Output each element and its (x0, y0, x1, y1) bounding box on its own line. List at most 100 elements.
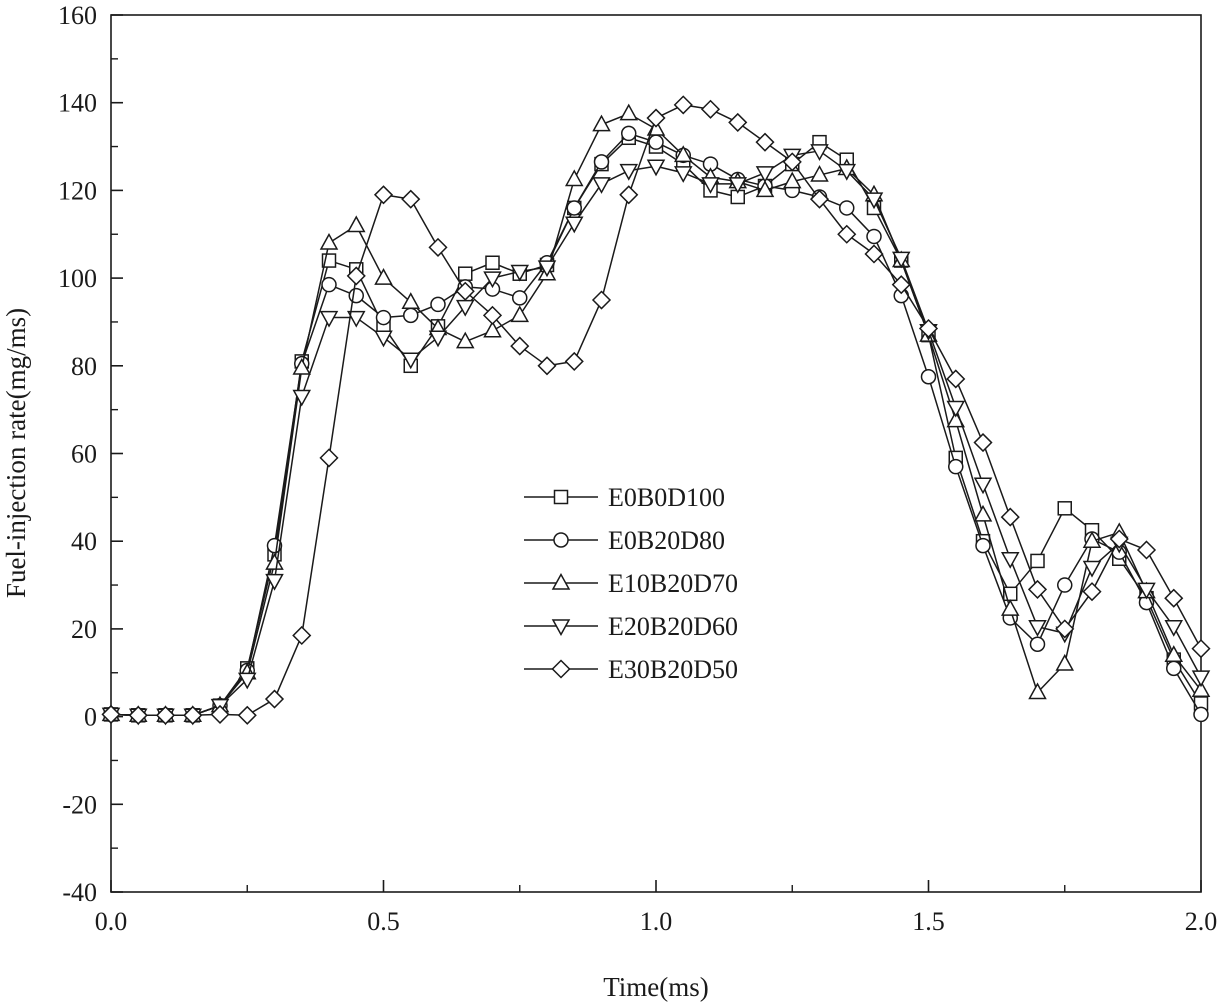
legend-item: E10B20D70 (524, 569, 738, 598)
legend-marker (553, 532, 569, 548)
data-point (728, 112, 748, 132)
data-point (1082, 582, 1102, 602)
data-point (621, 125, 637, 142)
axis-ticks: 0.0 0.5 1.0 1.5 2.0 -40 -20 0 20 40 60 80 100 120 140 1… (58, 1, 1217, 936)
data-point (537, 260, 557, 278)
series-layer (101, 95, 1211, 726)
data-point (619, 163, 639, 181)
data-point (973, 504, 993, 522)
data-point (319, 310, 339, 328)
data-point (1164, 619, 1184, 637)
data-point (891, 275, 911, 295)
data-point (592, 177, 611, 194)
data-point (918, 318, 939, 339)
data-point (891, 251, 911, 269)
data-point (319, 232, 339, 250)
legend-marker (551, 572, 571, 590)
data-point (864, 244, 884, 264)
data-point (646, 159, 666, 177)
data-point (401, 189, 421, 209)
data-point (1000, 507, 1020, 527)
data-point (183, 705, 203, 725)
data-point (510, 305, 530, 323)
data-point (210, 704, 230, 724)
data-point (237, 672, 257, 690)
legend-item: E30B20D50 (524, 655, 738, 684)
data-point (510, 264, 530, 282)
data-point (866, 228, 882, 245)
x-tick-label: 0.0 (95, 907, 128, 936)
data-point (455, 331, 475, 349)
y-axis-title: Fuel-injection rate(mg/ms) (1, 308, 31, 598)
data-point (619, 103, 639, 121)
legend-item: E20B20D60 (524, 612, 738, 641)
y-tick-label: -40 (62, 878, 97, 907)
data-point (375, 309, 392, 326)
legend-label: E0B0D100 (608, 483, 725, 512)
y-tick-label: 100 (58, 264, 97, 293)
data-point (1028, 619, 1047, 637)
legend-label: E10B20D70 (608, 569, 738, 598)
data-point (401, 292, 421, 309)
data-point (946, 400, 966, 418)
data-point (755, 180, 775, 198)
data-point (755, 132, 775, 152)
data-point (1191, 680, 1211, 698)
data-point (973, 432, 993, 453)
y-tick-label: 80 (71, 352, 97, 381)
data-point (673, 145, 693, 163)
data-point (973, 477, 993, 495)
data-point (975, 537, 991, 554)
data-point (374, 268, 393, 285)
y-tick-label: 20 (71, 615, 97, 644)
y-tick-label: 40 (71, 527, 97, 556)
data-point (458, 266, 473, 281)
x-tick-label: 1.0 (640, 907, 673, 936)
data-point (374, 330, 393, 348)
data-point (837, 163, 857, 181)
data-point (428, 330, 448, 348)
data-point (483, 320, 502, 338)
data-point (1057, 577, 1073, 593)
data-point (537, 356, 557, 376)
data-point (593, 154, 610, 170)
data-point (1082, 560, 1102, 578)
data-point (1109, 529, 1129, 549)
data-point (483, 271, 502, 289)
data-point (1000, 599, 1020, 616)
x-tick-label: 2.0 (1185, 907, 1218, 936)
data-point (619, 185, 639, 205)
y-tick-label: 60 (71, 440, 97, 469)
data-point (346, 215, 366, 233)
data-point (403, 307, 419, 324)
data-point (648, 134, 664, 150)
data-point (430, 296, 446, 313)
data-point (1029, 636, 1046, 652)
data-point (673, 95, 693, 115)
data-point (373, 185, 394, 205)
data-point (948, 458, 964, 475)
data-point (782, 171, 802, 189)
data-point (564, 216, 584, 234)
data-point (1193, 706, 1209, 723)
data-point (673, 166, 693, 183)
data-point (864, 192, 884, 210)
legend: E0B0D100 E0B20D80 E10B20D70 E20B20D60 E30B20… (524, 483, 738, 684)
legend-label: E20B20D60 (608, 612, 738, 641)
data-point (1028, 682, 1047, 700)
y-tick-label: 0 (84, 703, 97, 732)
data-point (728, 177, 748, 194)
x-tick-label: 0.5 (367, 907, 400, 936)
data-point (920, 369, 937, 385)
data-point (237, 705, 257, 725)
data-point (701, 177, 720, 194)
data-point (782, 152, 802, 172)
data-point (592, 114, 611, 132)
data-point (837, 224, 857, 244)
legend-marker (551, 659, 571, 679)
data-point (292, 625, 312, 646)
data-point (839, 200, 855, 216)
data-point (428, 237, 448, 257)
legend-label: E30B20D50 (608, 655, 738, 684)
